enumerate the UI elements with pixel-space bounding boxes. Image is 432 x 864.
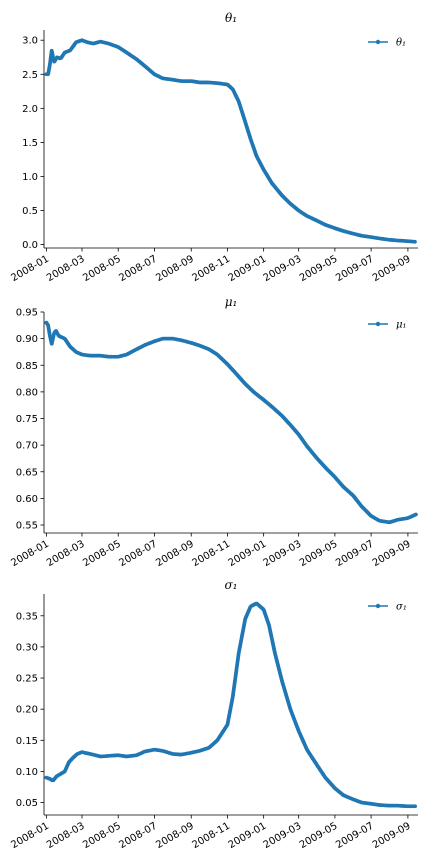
mu1-data-point — [413, 512, 418, 517]
mu1-legend-marker — [375, 321, 381, 327]
sigma1-y-tick-label: 0.10 — [16, 767, 38, 778]
theta1-y-tick-label: 0.5 — [22, 206, 38, 217]
mu1-x-tick-label: 2009-07 — [334, 539, 376, 569]
mu1-y-tick-label: 0.85 — [16, 361, 38, 372]
mu1-y-tick-label: 0.65 — [16, 467, 38, 478]
sigma1-x-tick-label: 2009-01 — [227, 821, 269, 851]
theta1-y-tick-label: 1.5 — [22, 138, 38, 149]
sigma1-x-tick-label: 2009-05 — [298, 821, 340, 851]
mu1-chart-title: μ₁ — [225, 295, 238, 309]
mu1-x-tick-label: 2008-07 — [117, 539, 159, 569]
sigma1-chart-title: σ₁ — [224, 578, 237, 592]
mu1-x-tick-label: 2008-05 — [81, 539, 123, 569]
sigma1-y-tick-label: 0.25 — [16, 674, 38, 685]
mu1-y-tick-label: 0.55 — [16, 521, 38, 532]
mu1-series-line — [45, 322, 417, 524]
mu1-x-tick-label: 2008-09 — [154, 539, 196, 569]
mu1-x-tick-label: 2009-09 — [371, 539, 413, 569]
theta1-data-point — [413, 239, 417, 244]
theta1-series-line — [46, 39, 417, 243]
sigma1-y-tick-label: 0.35 — [16, 611, 38, 622]
mu1-chart: μ₁ 0.55 0.60 0.65 0.70 0.75 0.80 0.85 0.90 0.95 20… — [9, 295, 418, 569]
sigma1-y-tick-label: 0.05 — [16, 798, 38, 809]
mu1-x-tick-label: 2009-05 — [298, 539, 340, 569]
theta1-x-tick-label: 2008-09 — [154, 254, 196, 284]
mu1-x-tick-label: 2008-11 — [190, 539, 232, 569]
sigma1-legend-marker — [375, 603, 381, 609]
theta1-y-tick-label: 2.5 — [22, 70, 38, 81]
theta1-x-tick-label: 2009-01 — [227, 254, 269, 284]
mu1-x-tick-label: 2008-01 — [9, 539, 51, 569]
sigma1-x-tick-label: 2008-09 — [154, 821, 196, 851]
mu1-x-tick-label: 2009-01 — [227, 539, 269, 569]
sigma1-y-tick-label: 0.20 — [16, 705, 38, 716]
theta1-y-tick-label: 1.0 — [22, 172, 38, 183]
theta1-x-tick-label: 2009-07 — [334, 254, 376, 284]
theta1-x-tick-label: 2009-09 — [371, 254, 413, 284]
theta1-y-tick-label: 0.0 — [22, 240, 38, 251]
sigma1-y-tick-label: 0.30 — [16, 642, 38, 653]
sigma1-x-tick-label: 2008-03 — [45, 821, 87, 851]
mu1-y-tick-label: 0.60 — [16, 494, 38, 505]
theta1-y-tick-label: 2.0 — [22, 104, 38, 115]
mu1-y-tick-label: 0.75 — [16, 414, 38, 425]
theta1-x-tick-label: 2008-07 — [117, 254, 159, 284]
theta1-x-tick-label: 2009-03 — [262, 254, 304, 284]
theta1-y-tick-label: 3.0 — [22, 36, 38, 47]
mu1-x-tick-label: 2009-03 — [262, 539, 304, 569]
theta1-x-tick-label: 2008-01 — [9, 254, 51, 284]
sigma1-data-point — [413, 804, 418, 809]
theta1-legend-marker — [375, 39, 381, 45]
theta1-chart: θ₁0.00.51.01.52.02.53.02008-012008-03200… — [9, 11, 418, 284]
theta1-x-tick-label: 2009-05 — [298, 254, 340, 284]
mu1-y-tick-label: 0.80 — [16, 387, 38, 398]
mu1-y-tick-label: 0.70 — [16, 441, 38, 452]
sigma1-chart: σ₁0.050.100.150.200.250.300.352008-01200… — [9, 578, 418, 851]
mu1-y-tick-label: 0.90 — [16, 334, 38, 345]
sigma1-x-tick-label: 2008-01 — [9, 821, 51, 851]
theta1-legend-label: θ₁ — [396, 38, 406, 49]
mu1-y-tick-label: 0.95 — [16, 308, 38, 319]
mu1-x-tick-label: 2008-03 — [45, 539, 87, 569]
theta1-x-tick-label: 2008-05 — [81, 254, 123, 284]
sigma1-x-tick-label: 2008-05 — [81, 821, 123, 851]
sigma1-x-tick-label: 2008-11 — [190, 821, 232, 851]
sigma1-x-tick-label: 2008-07 — [117, 821, 159, 851]
sigma1-x-tick-label: 2009-07 — [334, 821, 376, 851]
sigma1-x-tick-label: 2009-03 — [262, 821, 304, 851]
theta1-chart-title: θ₁ — [225, 11, 237, 25]
mu1-legend-label: μ₁ — [396, 320, 407, 331]
sigma1-y-tick-label: 0.15 — [16, 736, 38, 747]
theta1-x-tick-label: 2008-03 — [45, 254, 87, 284]
theta1-x-tick-label: 2008-11 — [190, 254, 232, 284]
sigma1-x-tick-label: 2009-09 — [371, 821, 413, 851]
sigma1-legend-label: σ₁ — [396, 602, 407, 613]
